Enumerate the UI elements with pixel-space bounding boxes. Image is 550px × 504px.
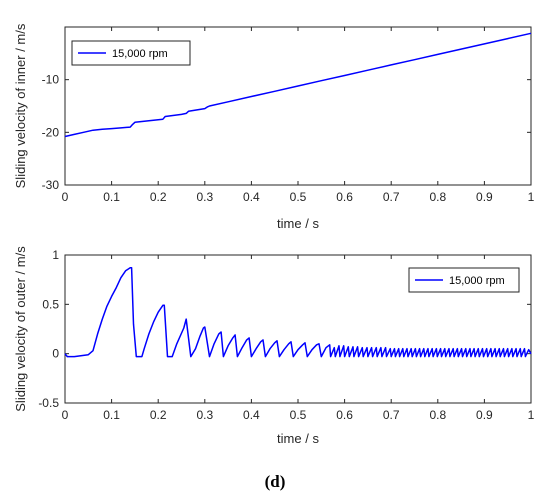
plot1-legend-label: 15,000 rpm xyxy=(112,48,168,60)
plot1-ytick-label: -30 xyxy=(42,178,60,192)
plot1-xtick-label: 0.1 xyxy=(103,190,120,204)
plot1-xtick-label: 0.7 xyxy=(383,190,400,204)
plot-2: 0 0.1 0.2 0.3 0.4 0.5 0.6 0.7 0.8 0.9 1-0.500.51ti… xyxy=(13,246,535,446)
plot1-xtick-label: 0.6 xyxy=(336,190,353,204)
plot2-xtick-label: 0 xyxy=(62,408,69,422)
plot2-xtick-label: 0.6 xyxy=(336,408,353,422)
plot1-xtick-label: 1 xyxy=(528,190,535,204)
plot1-xtick-label: 0.9 xyxy=(476,190,493,204)
plot2-xtick-label: 0.4 xyxy=(243,408,260,422)
plot1-xtick-label: 0.4 xyxy=(243,190,260,204)
plot1-series-line xyxy=(64,32,532,138)
plot-1: 0 0.1 0.2 0.3 0.4 0.5 0.6 0.7 0.8 0.9 1 -30 -20 -10 ti… xyxy=(13,23,535,231)
plot2-xtick-label: 0.1 xyxy=(103,408,120,422)
plot2-xtick-label: 0.2 xyxy=(150,408,167,422)
plot2-ytick-label: -0.5 xyxy=(38,396,59,410)
figure-caption: (d) xyxy=(264,472,286,491)
plot2-xtick-label: 0.5 xyxy=(290,408,307,422)
plot1-ylabel: Sliding velocity of inner / m/s xyxy=(13,23,28,188)
plot2-xlabel: time / s xyxy=(277,431,319,446)
plot1-xtick-label: 0.3 xyxy=(196,190,213,204)
plot1-xtick-label: 0 xyxy=(62,190,69,204)
plot2-xtick-label: 0.8 xyxy=(429,408,446,422)
plot1-xtick-label: 0.5 xyxy=(290,190,307,204)
plot1-ytick-label: -20 xyxy=(42,125,60,139)
plot2-ytick-label: 0.5 xyxy=(42,297,59,311)
plot2-xtick-label: 1 xyxy=(528,408,535,422)
plot1-xtick-label: 0.8 xyxy=(429,190,446,204)
plot2-ytick-label: 0 xyxy=(52,347,59,361)
plot2-xtick-label: 0.9 xyxy=(476,408,493,422)
plot2-xtick-label: 0.3 xyxy=(196,408,213,422)
plot1-ytick-label: -10 xyxy=(42,73,60,87)
plot2-series-line xyxy=(64,267,532,358)
plot2-legend-label: 15,000 rpm xyxy=(449,275,505,287)
plot2-ylabel: Sliding velocity of outer / m/s xyxy=(13,246,28,412)
plot1-xlabel: time / s xyxy=(277,216,319,231)
plot1-xtick-label: 0.2 xyxy=(150,190,167,204)
plot2-ytick-label: 1 xyxy=(52,248,59,262)
plot2-xtick-label: 0.7 xyxy=(383,408,400,422)
